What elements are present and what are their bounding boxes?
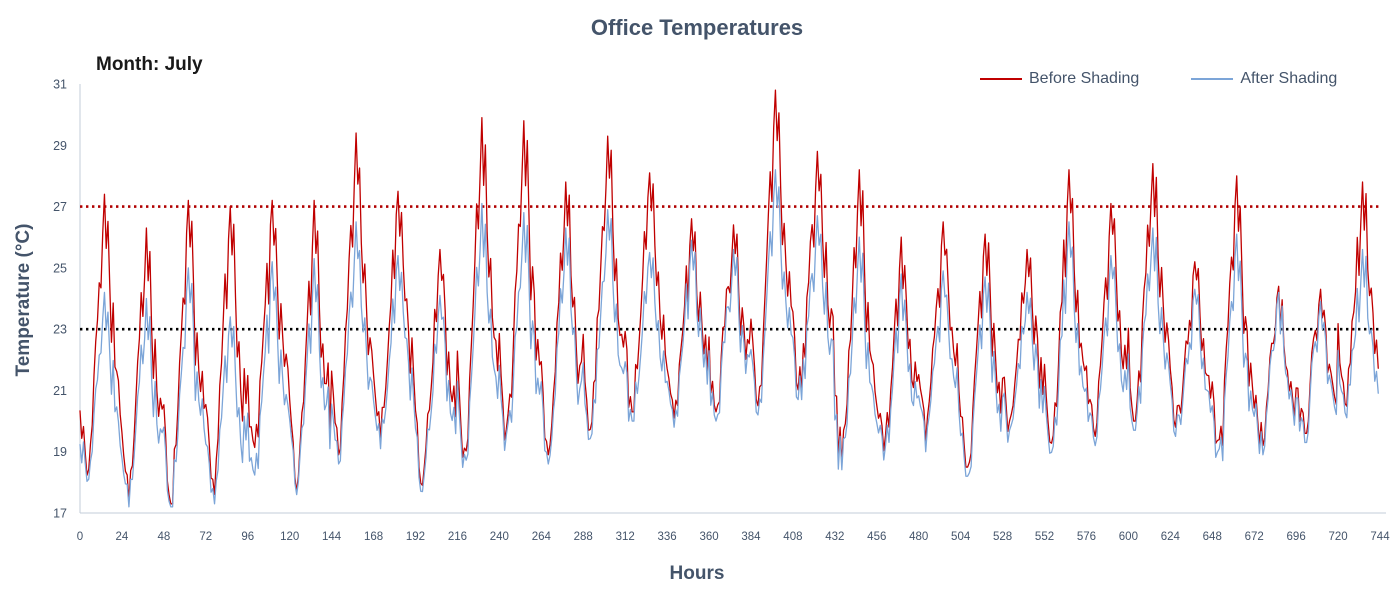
legend-label-after-shading: After Shading	[1240, 70, 1338, 87]
x-tick-label: 672	[1245, 531, 1264, 543]
legend: Before Shading After Shading	[980, 70, 1337, 88]
y-tick-label: 27	[53, 200, 67, 214]
y-tick-label: 17	[53, 507, 67, 521]
x-tick-label: 336	[658, 531, 677, 543]
chart-title: Office Temperatures	[590, 15, 804, 40]
x-tick-label: 504	[951, 531, 971, 543]
series-line-after-shading	[79, 169, 1379, 508]
y-tick-label: 19	[53, 445, 67, 459]
x-tick-label: 744	[1370, 531, 1390, 543]
x-tick-label: 48	[157, 531, 170, 543]
x-tick-label: 648	[1203, 531, 1222, 543]
x-tick-label: 144	[322, 531, 342, 543]
y-tick-label: 29	[53, 139, 67, 153]
legend-item-after-shading[interactable]: After Shading	[1191, 70, 1337, 88]
x-tick-label: 432	[825, 531, 844, 543]
x-tick-label: 240	[490, 531, 509, 543]
legend-swatch-after-shading-icon	[1191, 78, 1234, 80]
legend-item-before-shading[interactable]: Before Shading	[980, 70, 1139, 88]
x-tick-label: 288	[574, 531, 593, 543]
legend-swatch-before-shading-icon	[980, 78, 1022, 80]
y-tick-label: 21	[53, 384, 67, 398]
x-tick-label: 264	[532, 531, 552, 543]
legend-label-before-shading: Before Shading	[1029, 70, 1140, 87]
x-tick-label: 384	[741, 531, 761, 543]
x-tick-label: 624	[1161, 531, 1181, 543]
x-tick-label: 312	[616, 531, 635, 543]
x-tick-label: 408	[783, 531, 802, 543]
x-tick-label: 120	[280, 531, 299, 543]
x-tick-label: 168	[364, 531, 383, 543]
y-tick-label: 23	[53, 323, 67, 337]
month-annotation: Month: July	[96, 54, 203, 75]
x-tick-label: 480	[909, 531, 928, 543]
x-tick-label: 528	[993, 531, 1012, 543]
x-tick-label: 456	[867, 531, 886, 543]
x-tick-label: 696	[1287, 531, 1306, 543]
x-tick-label: 24	[116, 531, 129, 543]
y-tick-label: 25	[53, 261, 67, 275]
x-tick-label: 192	[406, 531, 425, 543]
x-tick-label: 600	[1119, 531, 1138, 543]
x-tick-label: 216	[448, 531, 467, 543]
x-tick-label: 72	[199, 531, 212, 543]
x-tick-label: 720	[1328, 531, 1347, 543]
y-tick-label: 31	[53, 78, 67, 92]
x-tick-label: 360	[699, 531, 718, 543]
x-tick-label: 576	[1077, 531, 1096, 543]
x-axis-title: Hours	[669, 563, 725, 584]
x-tick-label: 0	[77, 531, 83, 543]
x-tick-label: 96	[241, 531, 254, 543]
x-tick-label: 552	[1035, 531, 1054, 543]
